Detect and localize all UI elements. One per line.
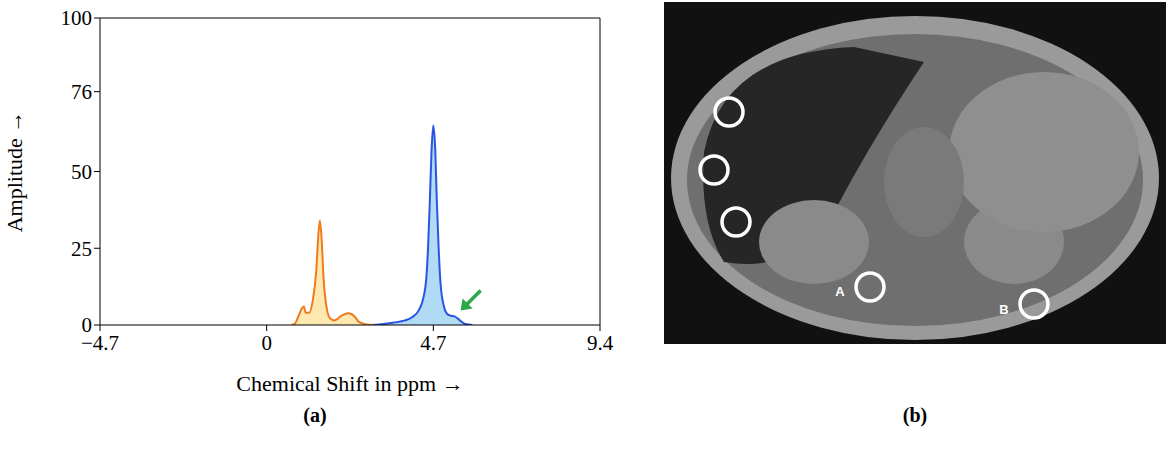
svg-text:25: 25 xyxy=(71,237,92,261)
svg-text:0: 0 xyxy=(82,313,93,337)
svg-text:76: 76 xyxy=(71,80,92,104)
svg-text:9.4: 9.4 xyxy=(587,331,614,355)
svg-text:4.7: 4.7 xyxy=(420,331,446,355)
svg-text:B: B xyxy=(999,302,1008,317)
svg-text:50: 50 xyxy=(71,160,92,184)
svg-text:Amplitude →: Amplitude → xyxy=(2,111,27,233)
svg-text:A: A xyxy=(835,284,845,299)
svg-text:Chemical Shift in ppm →: Chemical Shift in ppm → xyxy=(236,371,463,396)
svg-text:−4.7: −4.7 xyxy=(81,330,119,355)
svg-text:100: 100 xyxy=(61,6,93,30)
html-text:(a): (a) xyxy=(303,404,327,426)
html-text:(b): (b) xyxy=(902,404,928,426)
svg-text:0: 0 xyxy=(261,331,272,355)
